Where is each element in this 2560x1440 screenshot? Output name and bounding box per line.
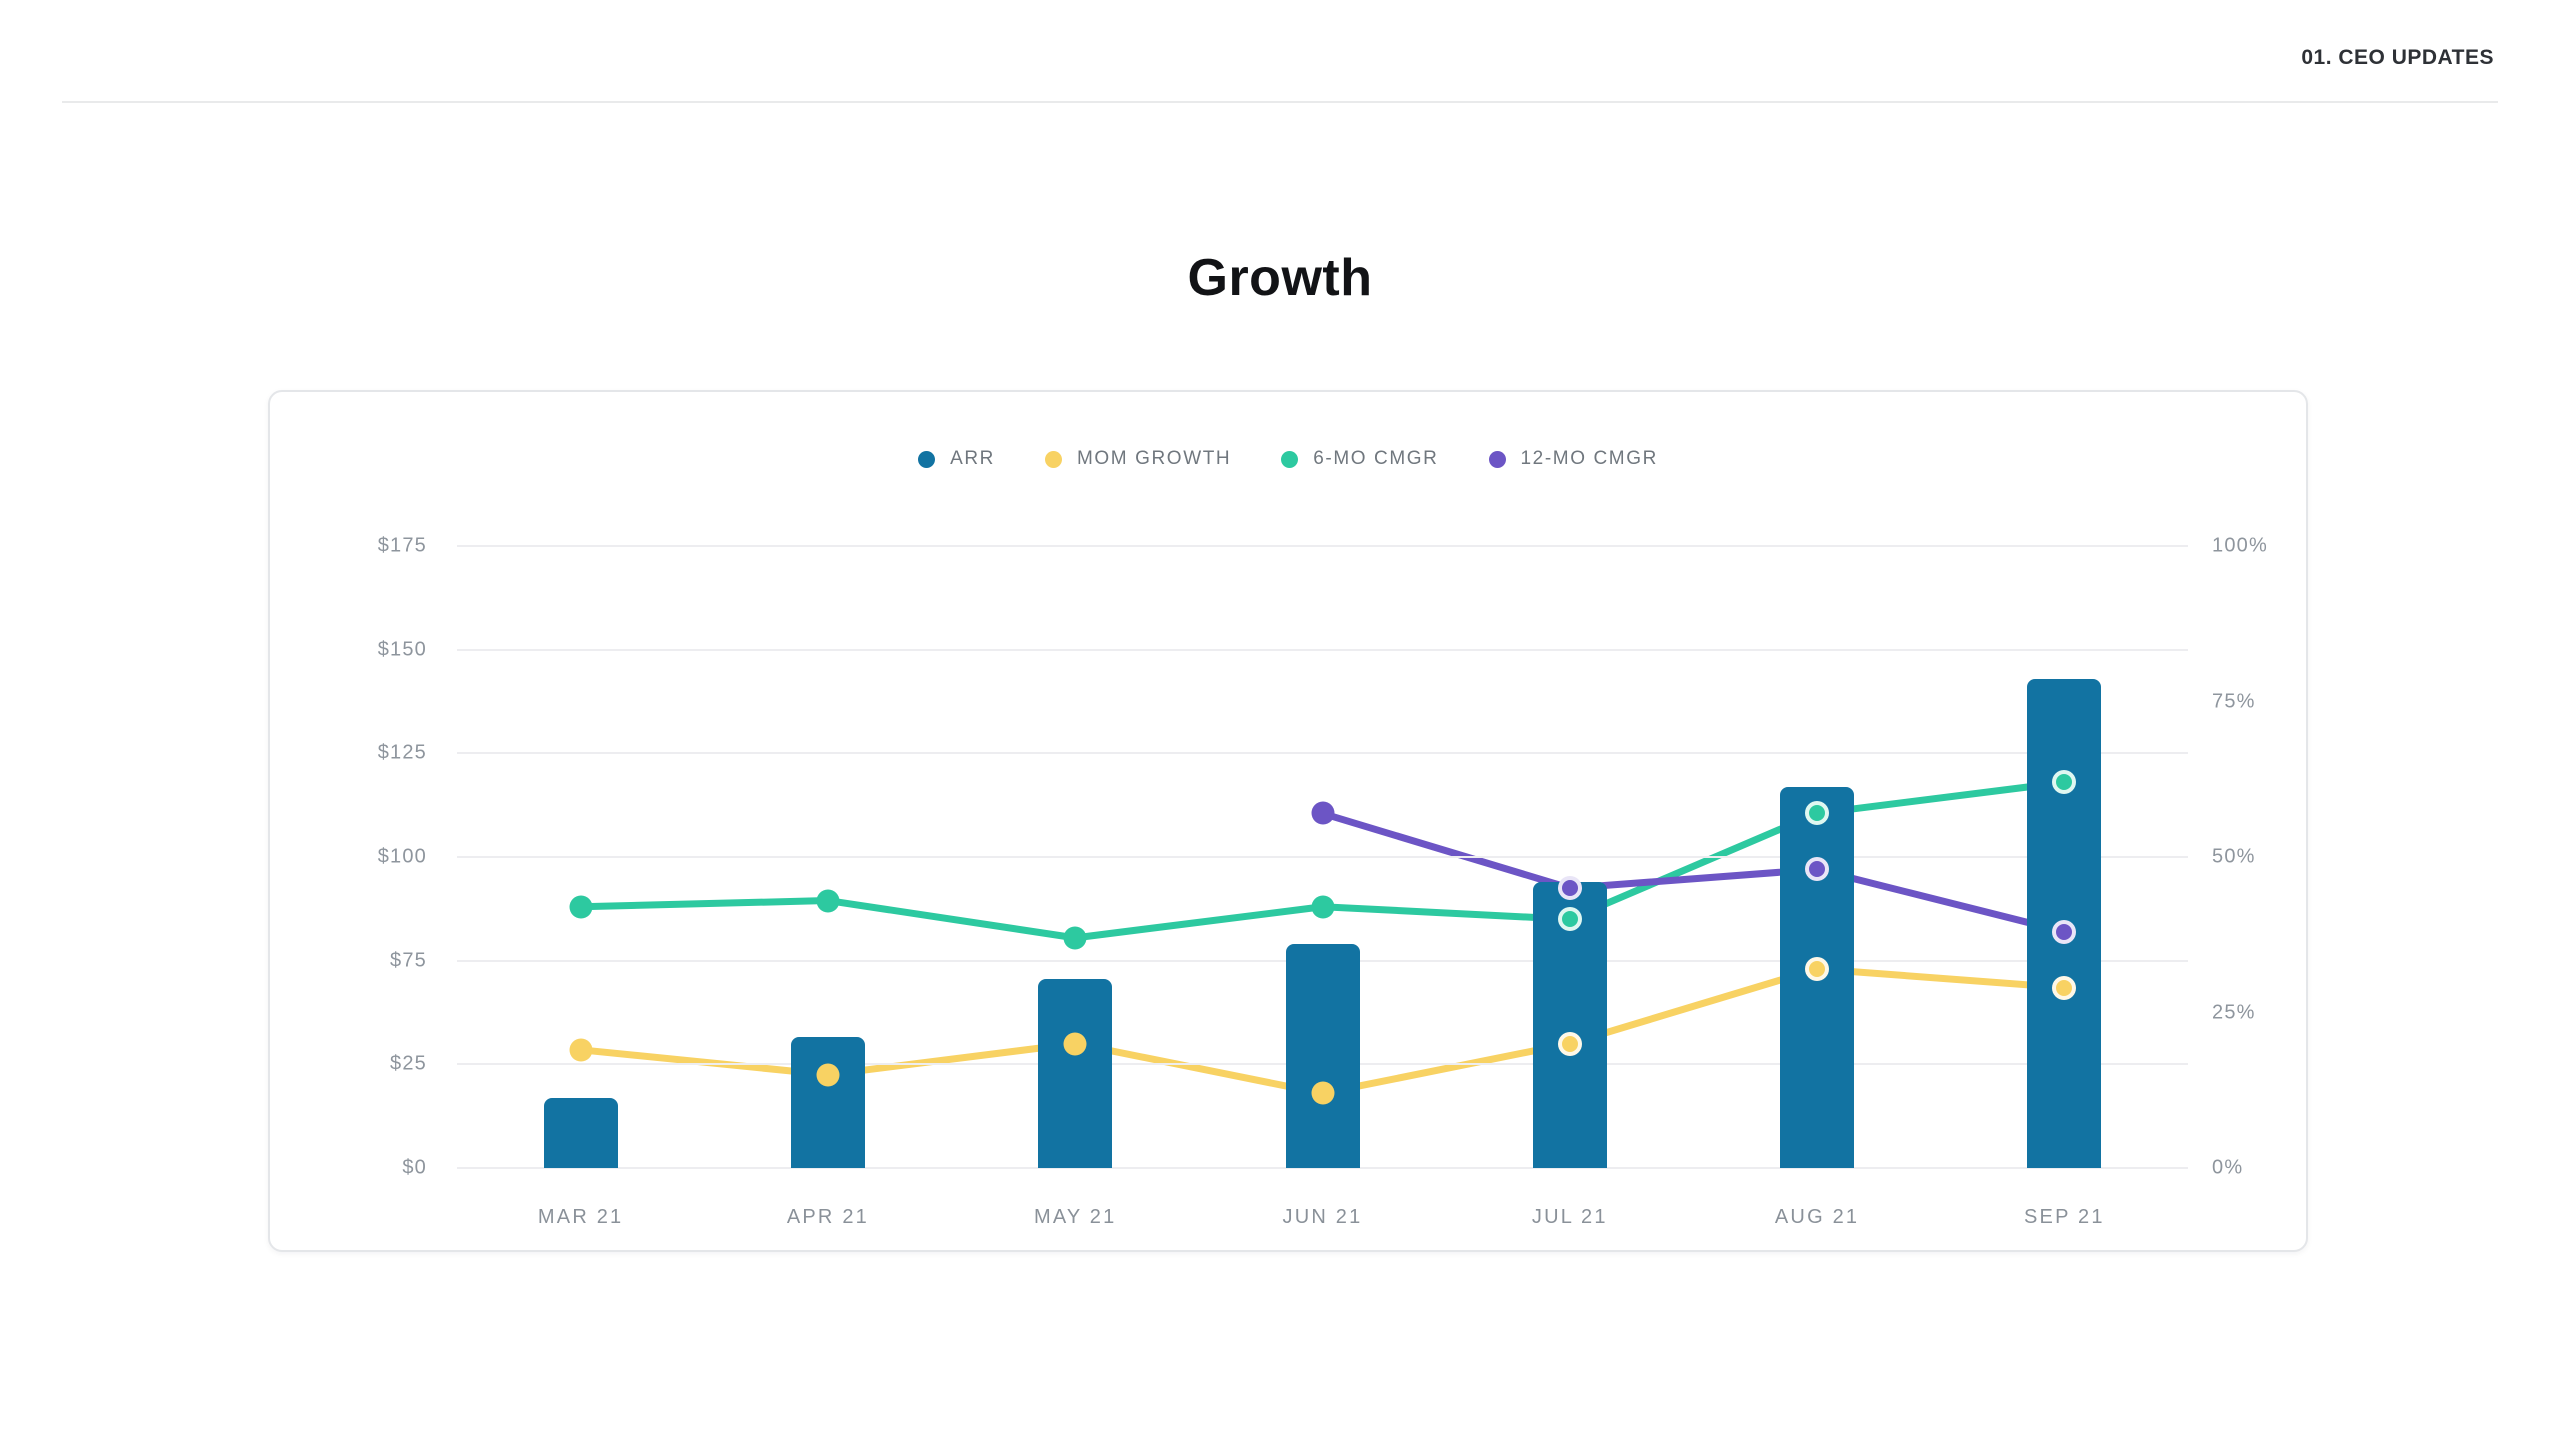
gridline bbox=[457, 1167, 2188, 1169]
bar-arr-apr-21 bbox=[790, 1037, 865, 1168]
bar-arr-jun-21 bbox=[1285, 944, 1360, 1168]
data-point-dot-6-mo-cmgr bbox=[569, 895, 593, 919]
legend-swatch-icon bbox=[1045, 450, 1062, 468]
x-axis-tick-label: APR 21 bbox=[786, 1206, 869, 1228]
data-point-dot-12-mo-cmgr bbox=[2052, 919, 2077, 944]
legend-item-12-mo-cmgr: 12-MO CMGR bbox=[1488, 448, 1658, 470]
legend-label: ARR bbox=[950, 448, 995, 469]
legend-label: MOM GROWTH bbox=[1077, 448, 1232, 469]
data-point-dot-6-mo-cmgr bbox=[1805, 801, 1830, 826]
data-point-dot-6-mo-cmgr bbox=[1063, 926, 1087, 950]
data-point-dot-mom-growth bbox=[2052, 975, 2077, 1000]
y-axis-left-tick-label: $0 bbox=[402, 1156, 427, 1179]
x-axis-tick-label: MAY 21 bbox=[1033, 1206, 1117, 1228]
data-point-dot-mom-growth bbox=[1805, 956, 1830, 981]
legend-item-6-mo-cmgr: 6-MO CMGR bbox=[1281, 448, 1438, 470]
y-axis-left-tick-label: $100 bbox=[377, 845, 427, 868]
legend-item-arr: ARR bbox=[918, 448, 995, 470]
chart-plot-area: $175 $150 $125 $100 $75 $25 $0 100% 75% 50% 25% 0% M… bbox=[378, 535, 2267, 1229]
x-axis-tick-label: SEP 21 bbox=[2024, 1206, 2105, 1228]
gridline bbox=[457, 856, 2188, 858]
y-axis-left-tick-label: $175 bbox=[377, 534, 427, 557]
chart-card: ARR MOM GROWTH 6-MO CMGR 12-MO CMGR $175 $15… bbox=[268, 390, 2308, 1252]
x-axis-tick-label: JUL 21 bbox=[1531, 1206, 1608, 1228]
data-point-dot-mom-growth bbox=[1311, 1081, 1334, 1105]
y-axis-right-tick-label: 100% bbox=[2212, 534, 2268, 557]
y-axis-left-tick-label: $75 bbox=[390, 949, 427, 972]
legend-swatch-icon bbox=[1281, 450, 1299, 468]
x-axis-tick-label: JUN 21 bbox=[1282, 1206, 1363, 1228]
legend-swatch-icon bbox=[1488, 450, 1506, 468]
legend-label: 12-MO CMGR bbox=[1520, 448, 1658, 469]
y-axis-left-tick-label: $25 bbox=[390, 1052, 427, 1075]
y-axis-right-tick-label: 0% bbox=[2212, 1156, 2244, 1179]
legend-swatch-icon bbox=[918, 450, 936, 468]
header-divider bbox=[62, 101, 2498, 103]
y-axis-right-tick-label: 50% bbox=[2212, 845, 2256, 868]
data-point-dot-6-mo-cmgr bbox=[2052, 770, 2077, 795]
data-point-dot-mom-growth bbox=[569, 1038, 593, 1062]
slide-header-label: 01. CEO UPDATES bbox=[2301, 46, 2494, 69]
chart-legend: ARR MOM GROWTH 6-MO CMGR 12-MO CMGR bbox=[270, 448, 2306, 470]
data-point-dot-12-mo-cmgr bbox=[1311, 801, 1334, 825]
data-point-dot-12-mo-cmgr bbox=[1557, 876, 1582, 901]
bar-arr-may-21 bbox=[1038, 979, 1113, 1168]
bar-arr-mar-21 bbox=[543, 1097, 618, 1168]
y-axis-left-tick-label: $150 bbox=[377, 638, 427, 661]
y-axis-left-tick-label: $125 bbox=[377, 741, 427, 764]
data-point-dot-6-mo-cmgr bbox=[1557, 907, 1582, 932]
gridline bbox=[457, 648, 2188, 651]
data-point-dot-12-mo-cmgr bbox=[1805, 857, 1830, 882]
x-axis-tick-label: MAR 21 bbox=[537, 1206, 624, 1228]
gridline bbox=[457, 752, 2188, 755]
page-title: Growth bbox=[1187, 249, 1373, 307]
data-point-dot-mom-growth bbox=[816, 1063, 840, 1087]
legend-label: 6-MO CMGR bbox=[1313, 448, 1439, 469]
gridline bbox=[457, 545, 2188, 547]
x-axis-tick-label: AUG 21 bbox=[1774, 1206, 1860, 1228]
data-point-dot-6-mo-cmgr bbox=[816, 889, 840, 913]
line-series-12-mo-cmgr bbox=[1323, 813, 2065, 931]
y-axis-right-tick-label: 25% bbox=[2212, 1001, 2256, 1023]
y-axis-right-tick-label: 75% bbox=[2212, 690, 2256, 712]
legend-item-mom-growth: MOM GROWTH bbox=[1045, 448, 1231, 470]
data-point-dot-mom-growth bbox=[1557, 1031, 1582, 1056]
data-point-dot-mom-growth bbox=[1063, 1032, 1087, 1056]
data-point-dot-6-mo-cmgr bbox=[1311, 895, 1334, 919]
